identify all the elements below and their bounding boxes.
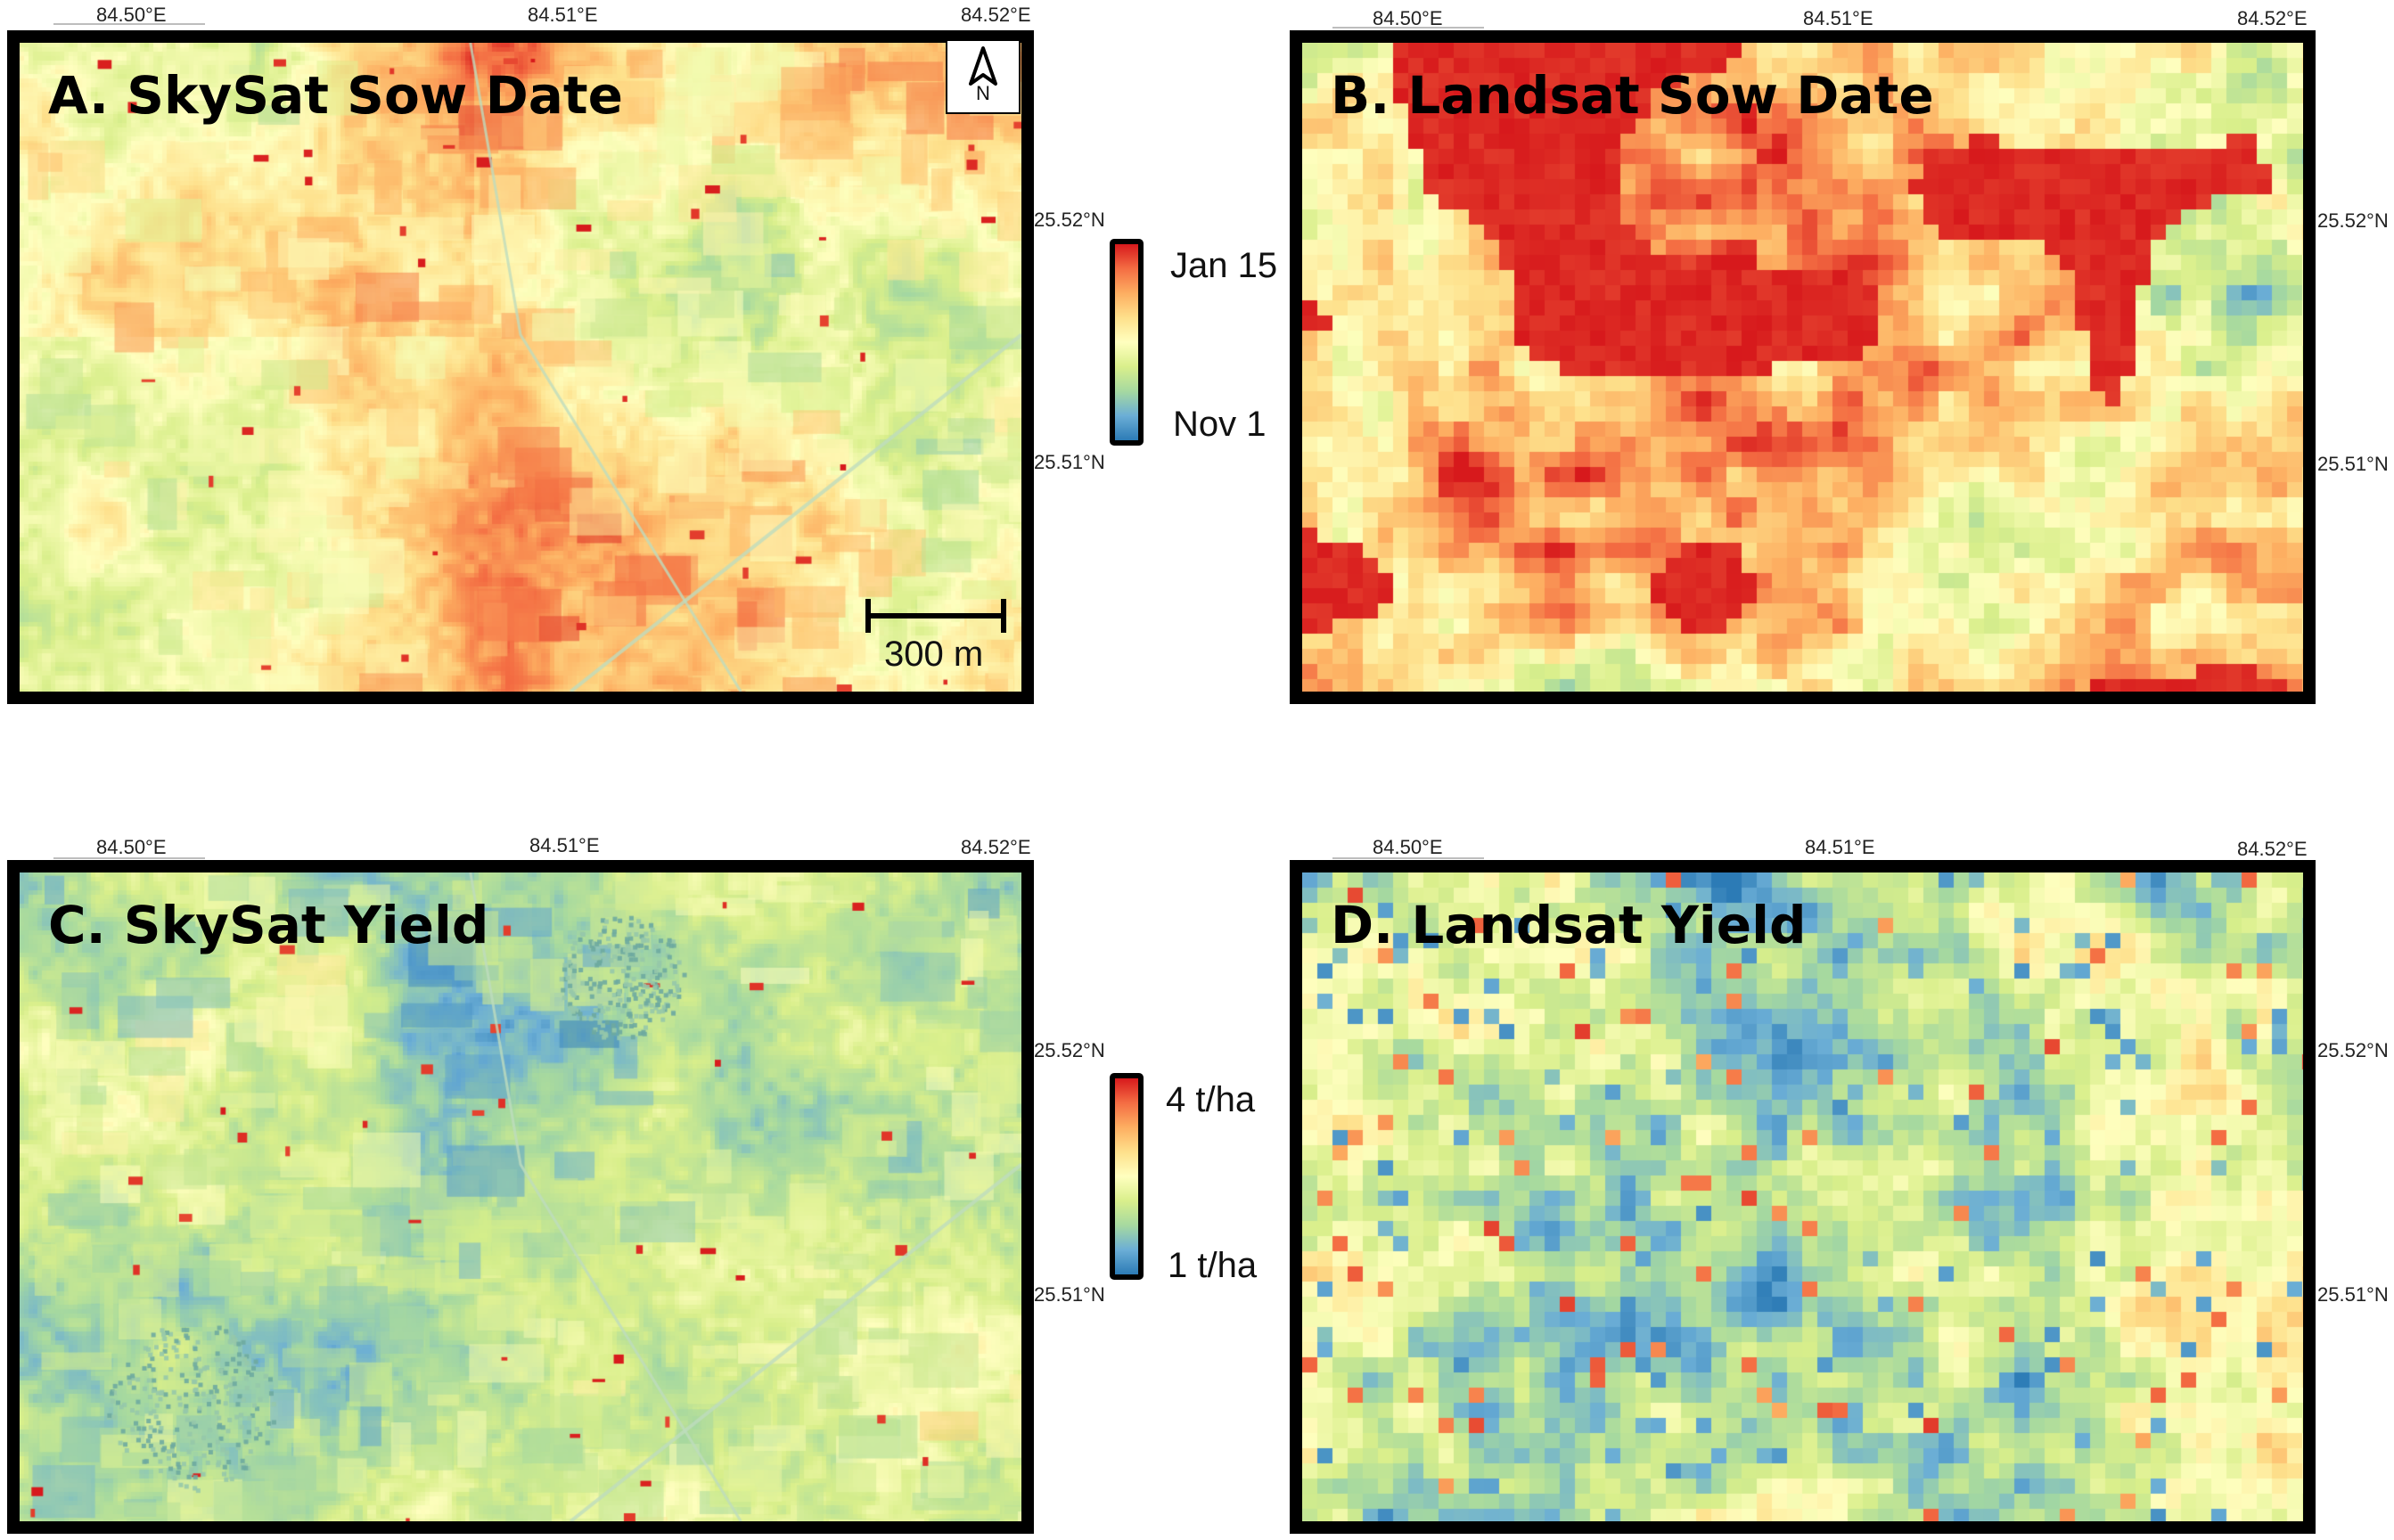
north-arrow-letter: N xyxy=(976,82,990,104)
lon-label-84-50-b: 84.50°E xyxy=(1373,7,1443,29)
north-arrow: N xyxy=(946,39,1021,114)
landsat-sow-date-raster xyxy=(1302,43,2303,692)
lon-label-84-52-a: 84.52°E xyxy=(961,4,1031,26)
yield-max-label: 4 t/ha xyxy=(1166,1080,1256,1119)
landsat-yield-raster xyxy=(1302,872,2303,1521)
lat-label-25-51-d: 25.51°N xyxy=(2317,1283,2389,1306)
lat-label-25-52-a: 25.52°N xyxy=(1034,209,1105,231)
lon-label-84-52-d: 84.52°E xyxy=(2237,838,2308,860)
lon-label-84-51-d: 84.51°E xyxy=(1805,836,1875,858)
lon-label-84-52-b: 84.52°E xyxy=(2237,7,2308,29)
scale-bar xyxy=(865,599,1006,633)
lon-label-84-50-c: 84.50°E xyxy=(96,836,167,858)
lon-tick-line xyxy=(53,23,205,25)
lon-label-84-51-b: 84.51°E xyxy=(1803,7,1873,29)
panel-skysat-yield: C. SkySat Yield xyxy=(7,860,1034,1534)
sow-date-max-label: Jan 15 xyxy=(1170,246,1278,285)
lat-label-25-52-c: 25.52°N xyxy=(1034,1039,1105,1061)
yield-colorbar xyxy=(1110,1073,1144,1280)
lon-tick-line xyxy=(53,857,205,859)
panel-title-c: C. SkySat Yield xyxy=(48,895,489,955)
lat-label-25-51-c: 25.51°N xyxy=(1034,1283,1105,1306)
sow-date-colorbar xyxy=(1110,239,1144,446)
yield-min-label: 1 t/ha xyxy=(1168,1246,1258,1285)
panel-skysat-sow-date: A. SkySat Sow Date xyxy=(7,30,1034,704)
scale-bar-label: 300 m xyxy=(884,635,984,674)
panel-landsat-sow-date: B. Landsat Sow Date xyxy=(1290,30,2316,704)
lon-tick-line xyxy=(1332,27,1484,29)
lon-tick-line xyxy=(1332,857,1484,859)
lon-label-84-50-a: 84.50°E xyxy=(96,4,167,26)
skysat-yield-raster xyxy=(20,872,1021,1521)
lat-label-25-52-d: 25.52°N xyxy=(2317,1039,2389,1061)
lon-label-84-51-c: 84.51°E xyxy=(529,834,600,856)
lat-label-25-51-a: 25.51°N xyxy=(1034,451,1105,473)
skysat-sow-date-raster xyxy=(20,43,1021,692)
lat-label-25-51-b: 25.51°N xyxy=(2317,453,2389,475)
north-arrow-icon xyxy=(969,46,997,86)
panel-title-b: B. Landsat Sow Date xyxy=(1331,65,1934,126)
lat-label-25-52-b: 25.52°N xyxy=(2317,209,2389,232)
panel-landsat-yield: D. Landsat Yield xyxy=(1290,860,2316,1534)
lon-label-84-52-c: 84.52°E xyxy=(961,836,1031,858)
lon-label-84-50-d: 84.50°E xyxy=(1373,836,1443,858)
sow-date-min-label: Nov 1 xyxy=(1173,405,1267,444)
lon-label-84-51-a: 84.51°E xyxy=(528,4,598,26)
panel-title-d: D. Landsat Yield xyxy=(1331,895,1807,955)
panel-title-a: A. SkySat Sow Date xyxy=(48,65,623,126)
